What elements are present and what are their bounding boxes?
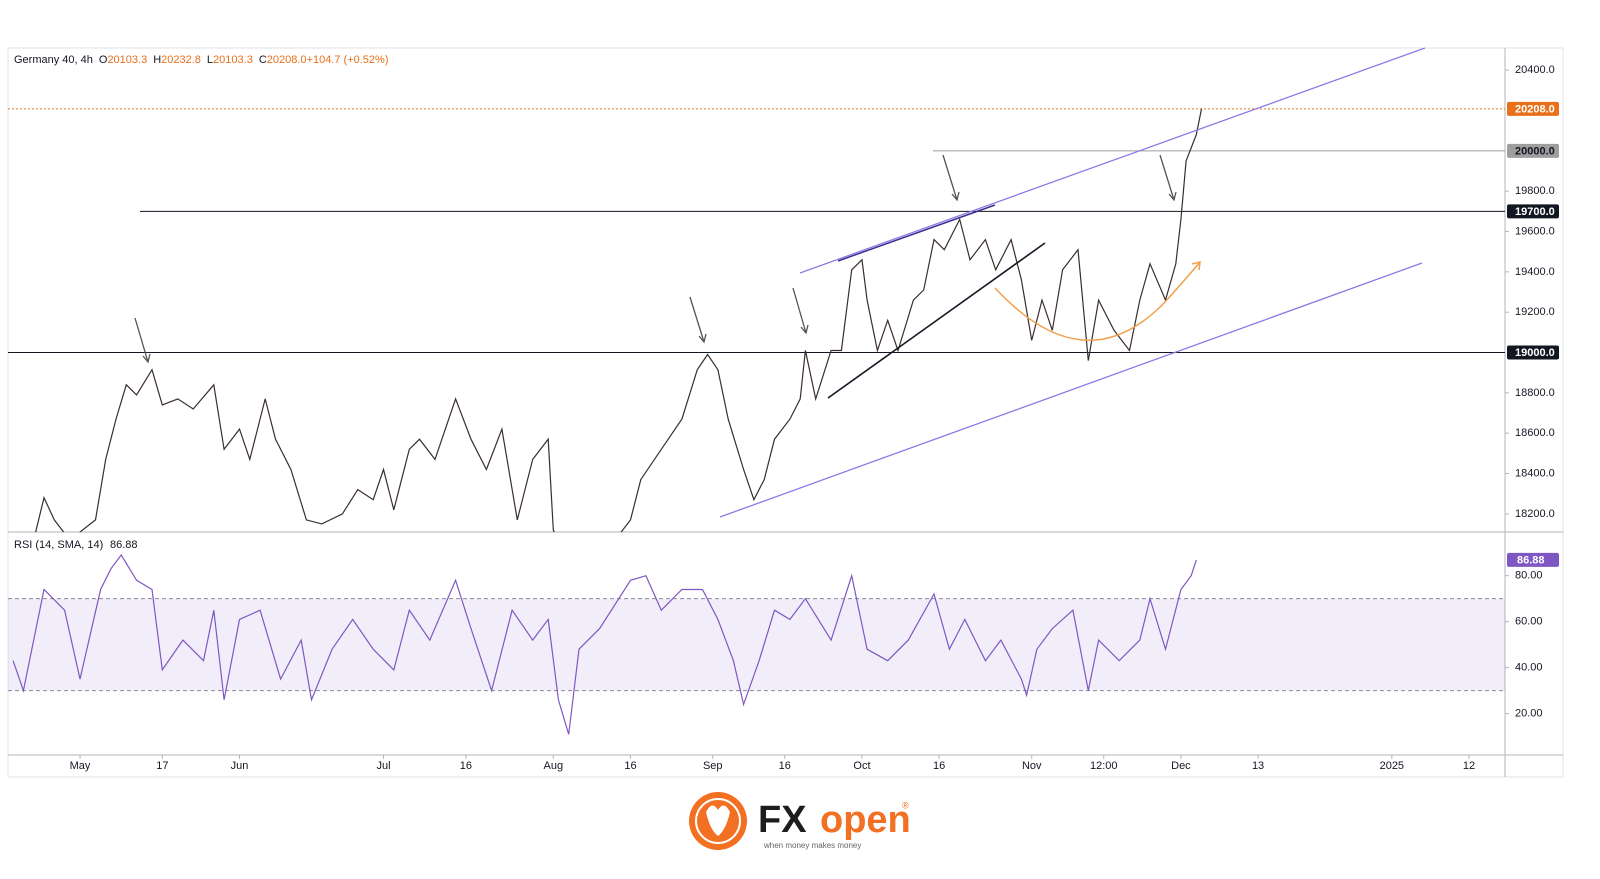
chart-frame [7, 47, 1564, 778]
y-tick-label: 18600.0 [1515, 427, 1555, 439]
channel-upper [799, 47, 1426, 274]
rsi-band [8, 598, 1505, 691]
x-tick-label: Nov [1022, 760, 1042, 772]
price-level-label: 19000.0 [1515, 347, 1555, 359]
series-line [35, 108, 1203, 532]
x-tick-label: 12:00 [1090, 760, 1118, 772]
cup-curve [994, 261, 1201, 342]
legend-item: 20232.8 [161, 54, 201, 66]
legend-item: C [259, 54, 267, 66]
logo-ring [695, 798, 741, 844]
trend-line [827, 242, 1046, 399]
logo-bull [706, 805, 730, 836]
x-tick-label: 16 [779, 760, 791, 772]
legend-item: RSI (14, SMA, 14) [14, 539, 103, 551]
y-tick-label: 80.00 [1515, 570, 1543, 582]
legend-item: 20103.3 [213, 54, 253, 66]
x-tick-label: Oct [853, 760, 870, 772]
x-tick-label: 16 [460, 760, 472, 772]
legend-item: H [153, 54, 161, 66]
x-tick-label: Sep [703, 760, 723, 772]
arrow [792, 287, 809, 335]
arrow [689, 296, 707, 344]
pane-legend-value: 86.88 [110, 539, 138, 551]
last-value-label: 86.88 [1517, 554, 1545, 566]
arrow [134, 317, 151, 364]
x-tick-label: 17 [156, 760, 168, 772]
channel-lower [719, 262, 1423, 518]
annotations [134, 47, 1426, 518]
logo: FX open ® when money makes money [689, 792, 911, 850]
price-level-box [1507, 143, 1559, 158]
y-tick-label: 18200.0 [1515, 508, 1555, 520]
logo-fx: FX [758, 799, 807, 841]
y-tick-label: 18800.0 [1515, 387, 1555, 399]
x-tick-label: Jun [231, 760, 249, 772]
y-tick-label: 19600.0 [1515, 225, 1555, 237]
y-tick-label: 18400.0 [1515, 467, 1555, 479]
x-tick-label: 16 [624, 760, 636, 772]
y-tick-label: 19800.0 [1515, 185, 1555, 197]
y-tick-label: 20400.0 [1515, 64, 1555, 76]
series-line [12, 553, 1197, 735]
price-level-label: 20208.0 [1515, 103, 1555, 115]
y-tick-label: 19200.0 [1515, 306, 1555, 318]
arrows [134, 154, 1177, 364]
price-level-box [1507, 204, 1559, 219]
logo-open: open [820, 799, 911, 841]
price-level-box [1507, 345, 1559, 360]
legend-item: 20208.0 [267, 54, 307, 66]
pane-legend: Germany 40, 4h O20103.3 H20232.8 L20103.3 C2… [14, 54, 388, 66]
x-tick-label: 16 [933, 760, 945, 772]
x-tick-label: Aug [544, 760, 564, 772]
last-value-box [1507, 552, 1559, 567]
y-tick-label: 20.00 [1515, 708, 1543, 720]
pane-legend: RSI (14, SMA, 14) [14, 539, 103, 551]
legend-item: 20103.3 [107, 54, 147, 66]
y-tick-label: 19400.0 [1515, 266, 1555, 278]
logo-tagline: when money makes money [763, 841, 861, 850]
arrow [1159, 154, 1177, 202]
price-level-box [1507, 101, 1559, 116]
x-tick-label: Jul [377, 760, 391, 772]
y-tick-label: 40.00 [1515, 662, 1543, 674]
x-tick-label: Dec [1171, 760, 1191, 772]
x-tick-label: 2025 [1380, 760, 1404, 772]
logo-registered: ® [902, 800, 909, 810]
wedge-upper [837, 204, 996, 262]
x-tick-label: 13 [1252, 760, 1264, 772]
y-tick-label: 60.00 [1515, 616, 1543, 628]
legend-item: +104.7 (+0.52%) [307, 54, 389, 66]
arrow [942, 154, 960, 202]
x-tick-label: May [70, 760, 91, 772]
price-level-label: 20000.0 [1515, 145, 1555, 157]
price-level-label: 19700.0 [1515, 206, 1555, 218]
x-tick-label: 12 [1463, 760, 1475, 772]
legend-item: L [207, 54, 213, 66]
legend-item: O [99, 54, 108, 66]
legend-item: Germany 40, 4h [14, 54, 93, 66]
